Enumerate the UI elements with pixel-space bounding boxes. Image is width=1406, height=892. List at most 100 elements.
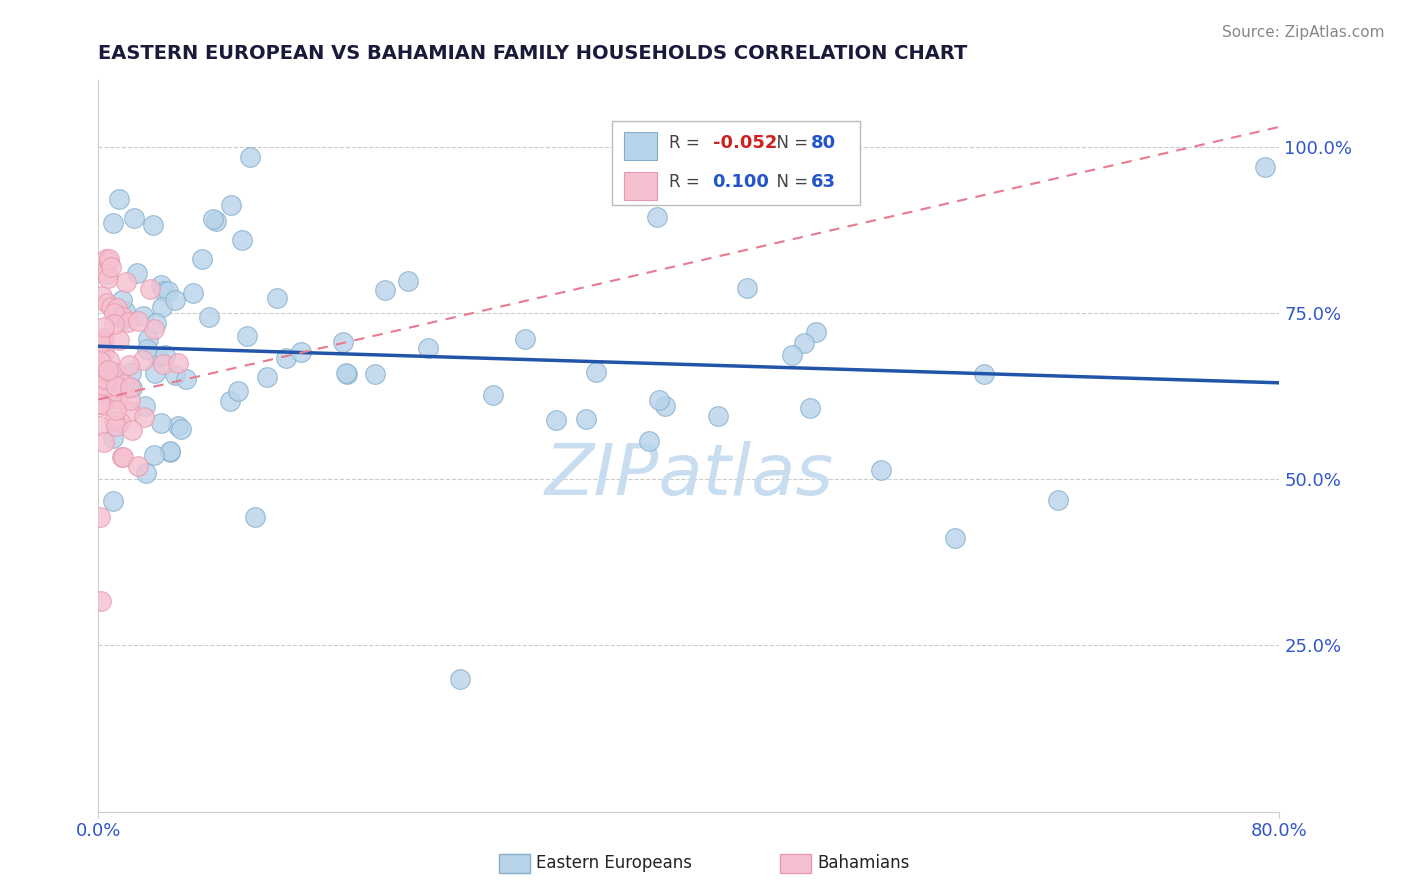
Point [135,466,157,480]
Point [205,214,228,228]
Point [132,410,155,425]
Point [127,266,149,280]
Point [142,322,165,336]
Point [132,309,155,323]
Point [585,366,607,380]
Point [145,316,167,330]
Point [103,391,125,405]
Text: ZIPatlas: ZIPatlas [544,441,834,509]
Point [98,252,121,266]
Point [513,332,536,346]
Point [707,409,730,423]
Point [91,341,114,355]
Point [174,372,197,386]
Point [544,413,567,427]
Point [108,334,131,348]
Point [89,381,111,395]
Point [118,392,141,407]
Point [127,458,149,473]
Point [804,326,827,340]
Text: R =: R = [669,134,704,152]
Point [152,284,174,298]
Text: N =: N = [766,173,813,191]
Point [111,450,134,464]
Point [198,310,221,324]
Point [89,397,111,411]
Point [90,335,112,350]
Text: 63: 63 [811,173,835,191]
FancyBboxPatch shape [612,120,860,204]
Point [104,403,127,417]
Point [103,317,125,331]
Point [219,197,242,211]
Point [93,435,115,450]
Text: R =: R = [669,173,710,191]
Point [181,286,204,301]
Point [163,368,186,383]
Point [118,358,141,372]
Point [1254,160,1277,174]
Point [575,411,598,425]
Text: Bahamians: Bahamians [817,854,910,871]
FancyBboxPatch shape [624,132,657,161]
Point [149,278,172,293]
Text: N =: N = [766,134,813,152]
Point [364,367,387,381]
Point [90,289,112,303]
Point [782,349,804,363]
Point [111,450,134,465]
Point [90,593,112,607]
Point [201,211,224,226]
Point [226,384,249,399]
Point [110,415,132,429]
Point [159,444,181,458]
Point [105,301,128,315]
Point [97,270,120,285]
Point [150,300,173,314]
Point [93,319,115,334]
Point [120,367,142,381]
Point [638,434,661,448]
Point [793,335,815,350]
Point [117,315,139,329]
Point [96,267,118,281]
Point [93,331,115,345]
Point [122,211,145,225]
Text: -0.052: -0.052 [713,134,778,152]
Point [120,380,142,394]
Point [91,398,114,412]
Point [870,463,893,477]
Point [132,353,155,368]
Point [139,282,162,296]
Point [449,672,471,686]
Point [107,392,129,406]
Point [98,255,121,269]
Point [645,211,668,225]
Text: 0.100: 0.100 [713,173,769,191]
Point [142,218,165,232]
Point [654,399,676,413]
Point [166,356,188,370]
Point [94,372,117,386]
Point [243,510,266,524]
Point [96,363,118,377]
Point [973,367,995,381]
Point [91,383,114,397]
Point [239,150,262,164]
Point [89,419,111,434]
Point [96,252,118,267]
Point [111,293,134,307]
Point [152,357,174,371]
Point [335,366,357,380]
Point [159,445,181,459]
Point [374,283,396,297]
Point [103,372,125,386]
Text: Source: ZipAtlas.com: Source: ZipAtlas.com [1222,25,1385,40]
Point [121,381,143,395]
Point [96,296,118,310]
Point [103,431,125,445]
Point [799,401,821,415]
Point [91,334,114,348]
Point [143,367,166,381]
Point [276,351,298,366]
